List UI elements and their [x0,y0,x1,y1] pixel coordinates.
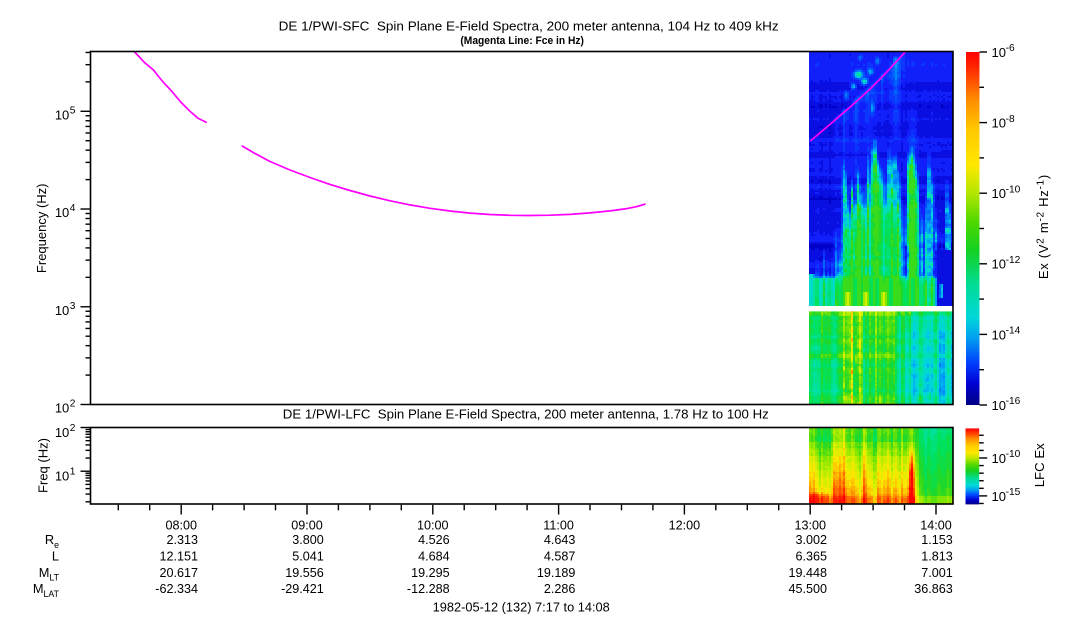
svg-text:10: 10 [992,186,1006,201]
svg-text:Frequency (Hz): Frequency (Hz) [34,184,49,274]
svg-text:45.500: 45.500 [788,582,827,596]
svg-text:-15: -15 [1006,487,1021,498]
svg-text:10: 10 [992,257,1006,272]
svg-text:-12: -12 [1006,255,1021,266]
svg-text:12:00: 12:00 [669,518,701,532]
svg-text:Freq (Hz): Freq (Hz) [36,438,51,493]
svg-text:10: 10 [55,108,69,123]
svg-text:-29.421: -29.421 [281,582,324,596]
svg-text:19.189: 19.189 [537,566,576,580]
svg-text:Ex (V2 m-2 Hz-1): Ex (V2 m-2 Hz-1) [1036,174,1052,279]
svg-text:10: 10 [992,327,1006,342]
svg-text:08:00: 08:00 [165,518,197,532]
svg-text:19.448: 19.448 [788,566,827,580]
svg-text:13:00: 13:00 [794,518,826,532]
svg-text:1982-05-12 (132) 7:17 to 14:08: 1982-05-12 (132) 7:17 to 14:08 [433,599,610,614]
svg-text:4.526: 4.526 [418,533,450,547]
svg-text:4.587: 4.587 [544,550,576,564]
svg-text:10: 10 [55,469,69,484]
svg-text:-16: -16 [1006,396,1021,407]
svg-text:DE 1/PWI-LFC Spin Plane E-Fie: DE 1/PWI-LFC Spin Plane E-Field Spectra,… [283,406,769,421]
svg-text:14:00: 14:00 [920,518,952,532]
svg-text:1: 1 [70,467,76,478]
svg-text:-12.288: -12.288 [407,582,450,596]
svg-text:-62.334: -62.334 [155,582,198,596]
svg-text:DE 1/PWI-SFC Spin Plane E-Fie: DE 1/PWI-SFC Spin Plane E-Field Spectra,… [279,18,779,33]
svg-text:4.643: 4.643 [544,533,576,547]
svg-text:10: 10 [55,401,69,416]
svg-text:10: 10 [992,489,1006,504]
svg-text:19.556: 19.556 [285,566,324,580]
svg-text:(Magenta Line: Fce in Hz): (Magenta Line: Fce in Hz) [460,35,584,47]
svg-text:1.813: 1.813 [921,550,953,564]
svg-text:2: 2 [70,423,76,434]
svg-text:2.313: 2.313 [166,533,198,547]
svg-text:19.295: 19.295 [411,566,450,580]
svg-text:-6: -6 [1006,43,1015,54]
svg-text:20.617: 20.617 [159,566,198,580]
svg-text:-14: -14 [1006,326,1021,337]
svg-text:2.286: 2.286 [544,582,576,596]
svg-text:3: 3 [70,301,76,312]
svg-text:6.365: 6.365 [795,550,827,564]
svg-text:10: 10 [992,398,1006,413]
svg-text:1.153: 1.153 [921,533,953,547]
svg-text:09:00: 09:00 [291,518,323,532]
svg-text:11:00: 11:00 [543,518,574,532]
svg-text:10: 10 [55,303,69,318]
svg-text:10: 10 [55,425,69,440]
svg-text:-10: -10 [1006,449,1021,460]
svg-text:5.041: 5.041 [292,550,324,564]
svg-text:3.800: 3.800 [292,533,324,547]
svg-text:5: 5 [70,106,76,117]
svg-text:4: 4 [70,203,76,214]
svg-text:LFC Ex: LFC Ex [1032,443,1047,488]
svg-text:10:00: 10:00 [417,518,449,532]
svg-text:36.863: 36.863 [914,582,953,596]
svg-text:-10: -10 [1006,184,1021,195]
svg-text:2: 2 [70,399,76,410]
svg-text:10: 10 [992,45,1006,60]
svg-text:10: 10 [992,451,1006,466]
svg-text:10: 10 [55,205,69,220]
svg-text:12.151: 12.151 [159,550,198,564]
svg-text:4.684: 4.684 [418,550,450,564]
svg-text:-8: -8 [1006,114,1015,125]
svg-text:7.001: 7.001 [921,566,953,580]
svg-text:3.002: 3.002 [795,533,827,547]
svg-text:L: L [52,549,59,564]
svg-text:10: 10 [992,116,1006,131]
